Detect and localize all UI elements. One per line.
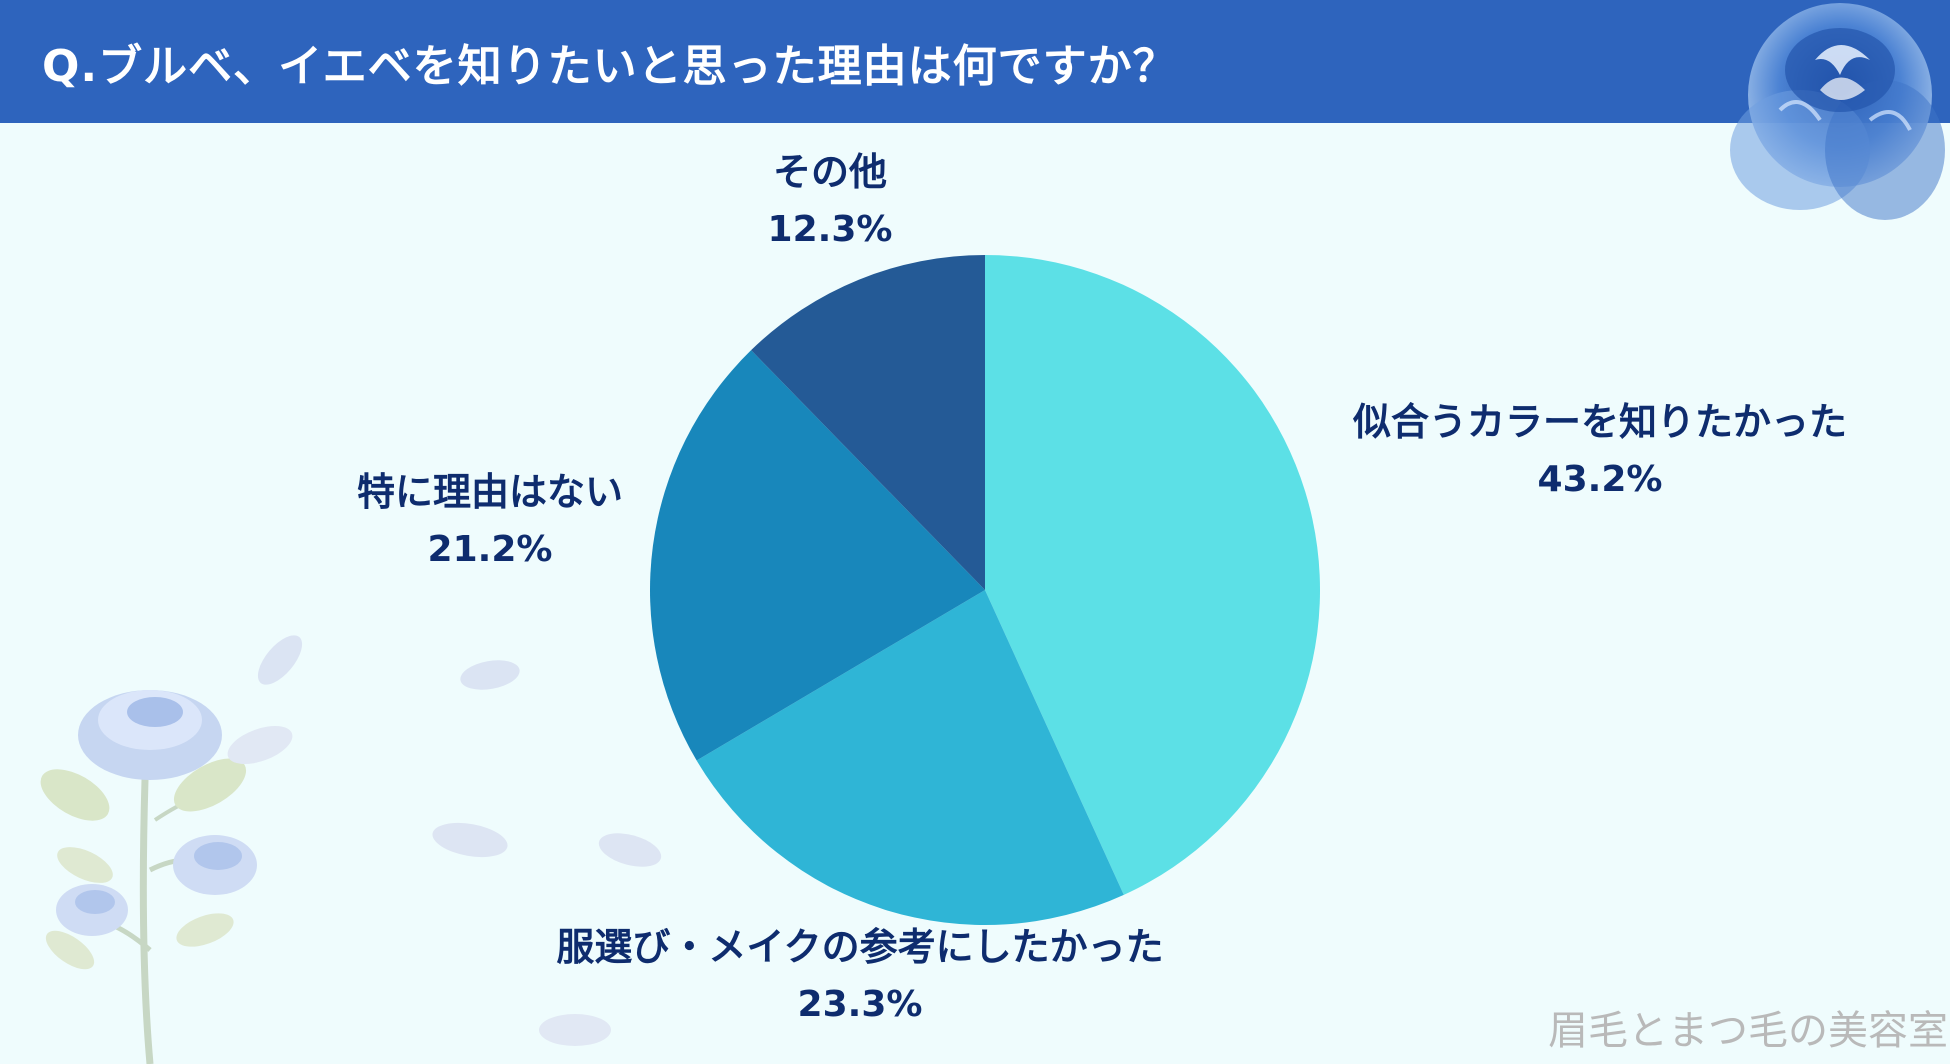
pie-slice bbox=[985, 255, 1320, 895]
page-title: Q.ブルベ、イエベを知りたいと思った理由は何ですか？ bbox=[42, 41, 1178, 92]
slice-label: 似合うカラーを知りたかった bbox=[1352, 400, 1847, 444]
pie-labels: 似合うカラーを知りたかった 43.2% 服選び・メイクの参考にしたかった 23.3% 特… bbox=[357, 150, 1847, 1025]
pie-slice bbox=[751, 254, 985, 590]
pie-slice bbox=[696, 590, 1124, 925]
slice-value-label: 12.3% bbox=[768, 209, 893, 250]
pie-slice bbox=[650, 350, 985, 761]
pie-slices bbox=[650, 254, 1320, 925]
slice-value-label: 21.2% bbox=[428, 529, 553, 570]
watermark: 眉毛とまつ毛の美容室 bbox=[1548, 1008, 1948, 1054]
blue-rose-icon bbox=[1730, 3, 1945, 220]
title-bar: Q.ブルベ、イエベを知りたいと思った理由は何ですか？ bbox=[0, 0, 1950, 123]
slice-label: 特に理由はない bbox=[357, 470, 623, 514]
slice-label: 服選び・メイクの参考にしたかった bbox=[556, 925, 1163, 969]
blue-rose-branch-icon bbox=[40, 635, 662, 1064]
slice-label: その他 bbox=[773, 150, 887, 194]
slice-value-label: 23.3% bbox=[798, 984, 923, 1025]
slice-value-label: 43.2% bbox=[1538, 459, 1663, 500]
